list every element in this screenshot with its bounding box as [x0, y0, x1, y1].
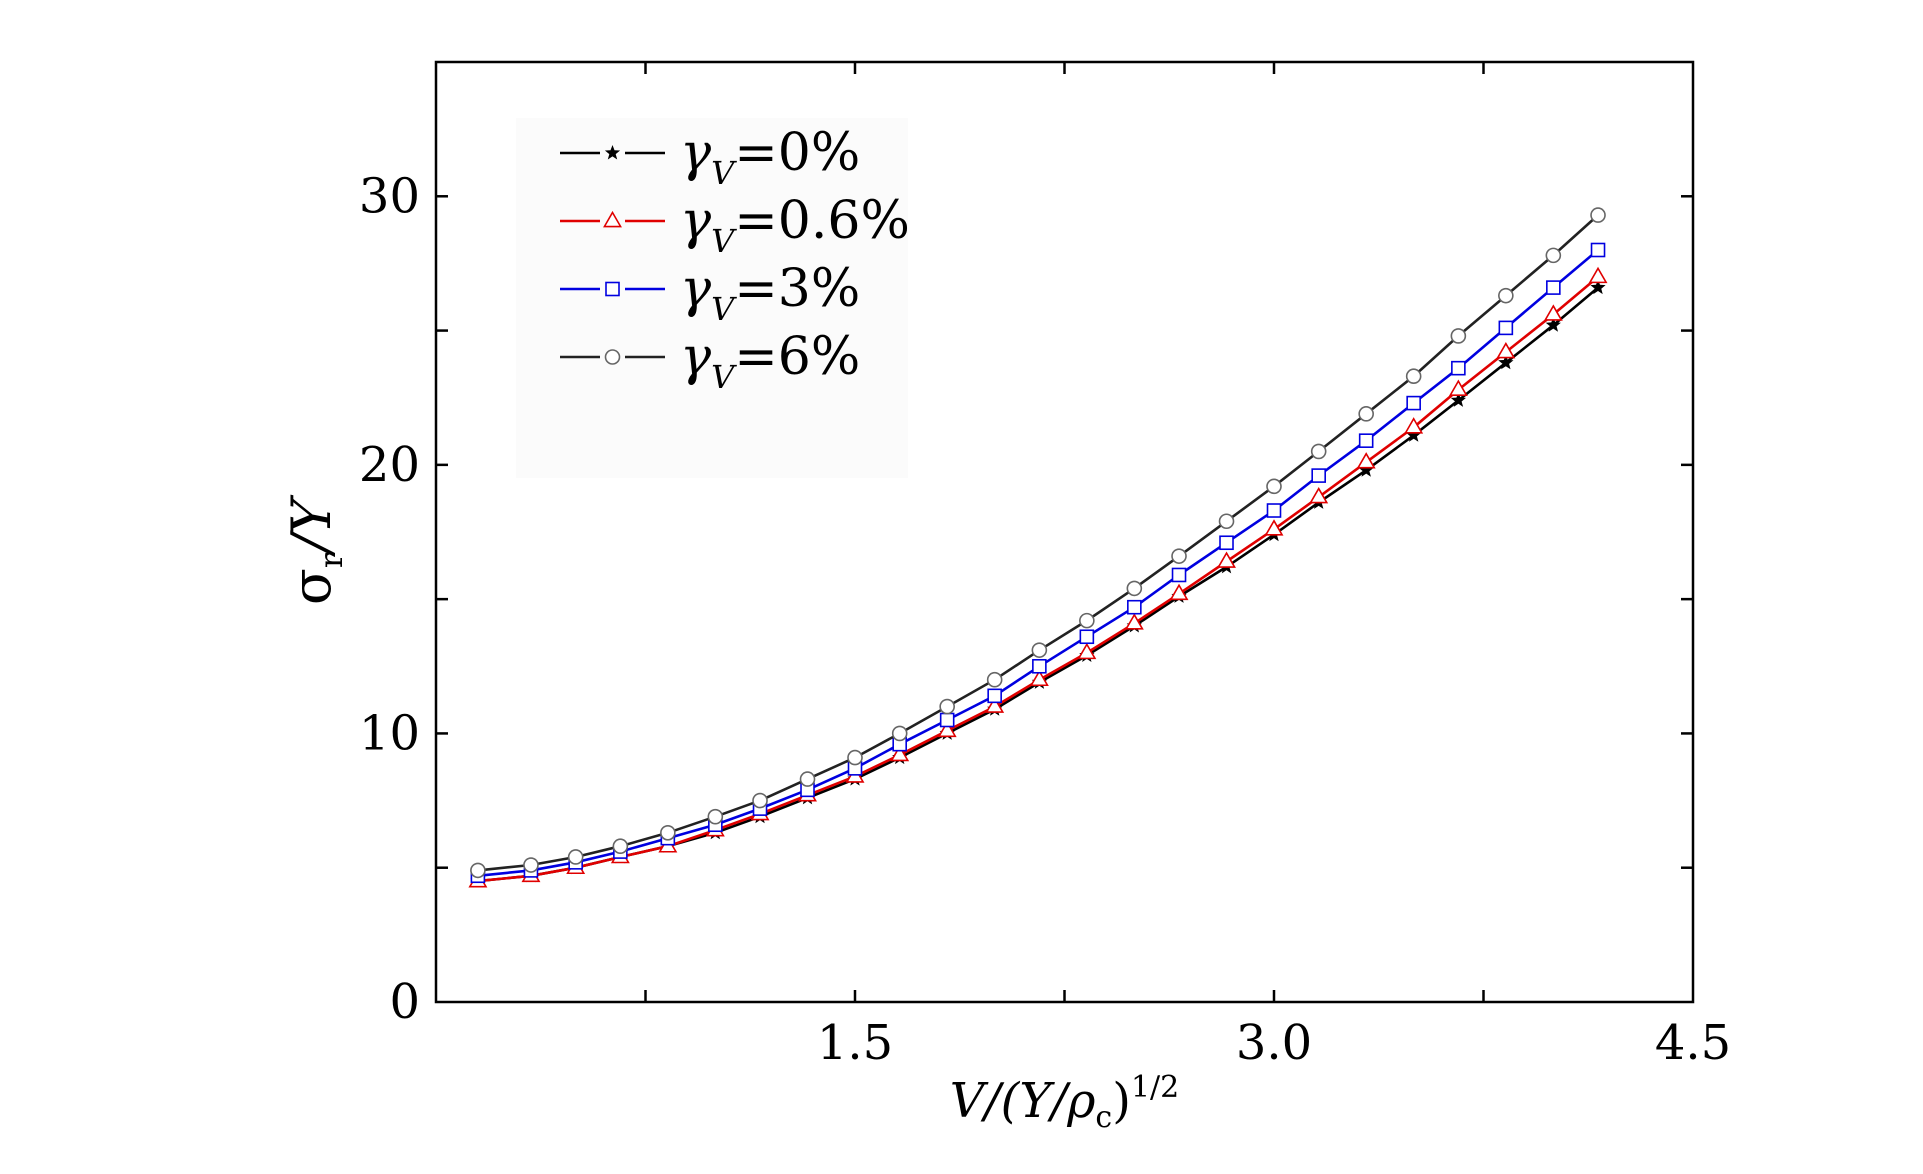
legend-label: γV=6%: [680, 327, 860, 396]
x-tick-label: 4.5: [1655, 1015, 1731, 1071]
data-point: [1171, 567, 1187, 583]
legend-label: γV=3%: [680, 259, 860, 328]
y-axis-label: σr/Y: [280, 495, 350, 605]
data-point: [1218, 513, 1235, 530]
data-point: [470, 862, 486, 879]
data-point: [1590, 207, 1606, 223]
legend-panel: [516, 118, 908, 478]
data-point: [987, 688, 1002, 704]
data-point: [1356, 452, 1376, 469]
data-point: [1266, 503, 1282, 518]
data-point: [1406, 427, 1422, 442]
data-point: [937, 720, 957, 738]
data-point: [1031, 642, 1048, 658]
y-tick-label: 20: [359, 437, 420, 493]
data-point: [985, 696, 1005, 713]
legend-entry: γV=6%: [560, 327, 860, 396]
data-point: [1126, 580, 1143, 597]
data-point: [1217, 551, 1236, 568]
data-point: [1171, 548, 1187, 564]
data-point: [1450, 392, 1466, 407]
legend-marker: [604, 145, 621, 160]
data-point: [1451, 360, 1466, 376]
data-point: [1590, 242, 1606, 258]
data-point: [1309, 486, 1329, 504]
series-3: [470, 207, 1606, 879]
data-point: [1032, 658, 1047, 674]
data-point: [1311, 468, 1326, 483]
data-point: [1404, 417, 1424, 434]
legend-label: γV=0.6%: [680, 191, 910, 260]
data-point: [1406, 395, 1421, 411]
legend-entry: γV=3%: [560, 259, 860, 328]
data-point: [523, 857, 539, 873]
data-point: [707, 808, 724, 825]
data-point: [890, 744, 910, 762]
legend-entry: γV=0.6%: [560, 191, 910, 260]
data-point: [1588, 266, 1608, 284]
data-point: [891, 725, 908, 742]
data-point: [1077, 642, 1097, 660]
data-point: [1405, 368, 1422, 385]
legend-marker: [604, 349, 621, 365]
data-point: [847, 749, 863, 766]
data-point: [1358, 406, 1374, 422]
data-point: [1127, 599, 1142, 615]
legend-label: γV=0%: [680, 123, 860, 192]
data-point: [939, 698, 955, 715]
x-axis-label: V/(Y/ρc)1/2: [950, 1070, 1179, 1135]
data-point: [1543, 304, 1563, 321]
series-2: [470, 242, 1606, 884]
data-point: [1590, 279, 1606, 295]
data-point: [1545, 317, 1561, 332]
data-point: [660, 824, 676, 841]
data-point: [752, 792, 768, 809]
data-point: [1124, 613, 1144, 630]
data-point: [939, 712, 955, 728]
data-point: [1450, 328, 1467, 344]
data-point: [1079, 612, 1095, 629]
data-point: [986, 671, 1003, 688]
data-point: [1498, 354, 1514, 370]
data-point: [612, 838, 629, 855]
data-point: [1219, 535, 1234, 551]
data-point: [1310, 443, 1327, 460]
data-point: [1498, 320, 1514, 336]
data-point: [1498, 287, 1514, 304]
x-tick-label: 3.0: [1236, 1015, 1312, 1071]
data-point: [799, 771, 816, 787]
y-tick-label: 0: [389, 974, 420, 1030]
legend-marker: [603, 210, 622, 228]
data-point: [1169, 583, 1189, 601]
data-point: [1266, 478, 1282, 495]
data-point: [1545, 247, 1562, 264]
data-point: [1358, 433, 1374, 448]
y-tick-label: 30: [359, 168, 420, 224]
data-point: [1546, 280, 1561, 295]
legend-marker: [605, 281, 620, 297]
data-point: [1029, 669, 1049, 687]
y-tick-label: 10: [359, 705, 420, 761]
data-point: [1496, 341, 1516, 359]
data-point: [567, 849, 584, 865]
data-point: [1264, 519, 1284, 536]
legend-entry: γV=0%: [560, 123, 860, 192]
data-point: [1079, 629, 1095, 645]
data-point: [1448, 379, 1468, 396]
x-tick-label: 1.5: [817, 1015, 893, 1071]
data-point: [1358, 462, 1374, 477]
